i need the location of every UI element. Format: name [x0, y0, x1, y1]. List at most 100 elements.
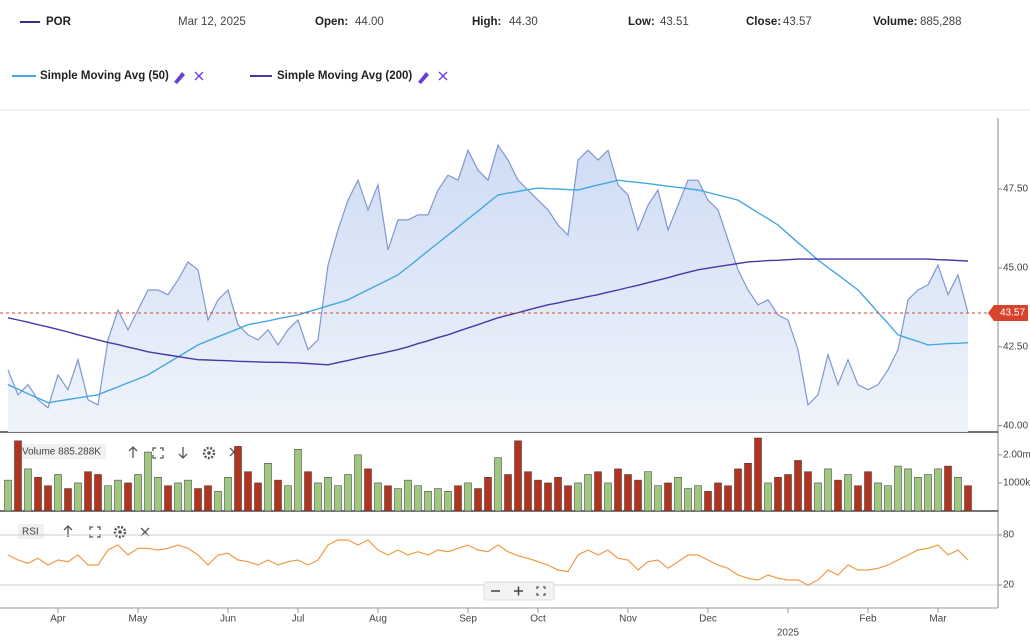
expand-icon[interactable] — [152, 447, 164, 459]
volume-bar — [294, 448, 302, 512]
volume-bar — [744, 463, 752, 512]
volume-bar — [864, 471, 872, 512]
volume-bar — [524, 471, 532, 512]
volume-bar — [384, 485, 392, 512]
volume-bar — [44, 485, 52, 512]
volume-bar — [104, 485, 112, 512]
volume-value: 885,288 — [920, 16, 962, 28]
volume-bar — [144, 451, 152, 512]
remove-icon[interactable] — [194, 71, 204, 81]
move-down-icon[interactable] — [178, 447, 188, 459]
settings-icon[interactable] — [113, 525, 127, 539]
volume-bar — [444, 491, 452, 512]
volume-bar — [854, 485, 862, 512]
y-tick-label: 80 — [1003, 530, 1015, 541]
x-tick-label: Aug — [369, 614, 387, 625]
volume-bar — [24, 468, 32, 512]
x-tick-label: Jun — [220, 614, 236, 625]
volume-bar — [364, 468, 372, 512]
volume-bar — [84, 471, 92, 512]
volume-bar — [694, 485, 702, 512]
volume-bar — [124, 482, 132, 512]
volume-bar — [204, 485, 212, 512]
y-tick-label: 2.00m — [1003, 449, 1030, 460]
settings-icon[interactable] — [202, 446, 216, 460]
volume-bar — [614, 468, 622, 512]
low-value: 43.51 — [660, 16, 689, 28]
volume-bar — [474, 488, 482, 512]
volume-bar — [344, 474, 352, 512]
high-label: High: — [472, 16, 501, 28]
volume-bar — [484, 477, 492, 512]
volume-bar — [34, 477, 42, 512]
x-tick-label: Dec — [699, 614, 717, 625]
plot: Apr May Jun Jul Aug Sep Oct Nov Dec 2025 Feb Mar 40.… — [0, 75, 1030, 639]
volume-bar — [774, 477, 782, 512]
volume-bar — [664, 482, 672, 512]
volume-bar — [514, 440, 522, 512]
volume-bar — [964, 485, 972, 512]
volume-bar — [434, 488, 442, 512]
edit-icon[interactable] — [174, 72, 185, 84]
zoom-in[interactable] — [514, 586, 523, 596]
volume-bar — [454, 485, 462, 512]
volume-bar — [654, 485, 662, 512]
volume-bar — [634, 479, 642, 512]
x-tick-label: Oct — [530, 614, 546, 625]
volume-bar — [414, 485, 422, 512]
volume-bar — [564, 485, 572, 512]
volume-bar — [464, 482, 472, 512]
volume-bar — [394, 488, 402, 512]
volume-bar — [704, 491, 712, 512]
volume-panel-label: Volume 885.288K — [22, 447, 101, 458]
high-value: 44.30 — [509, 16, 538, 28]
legend-label: Simple Moving Avg (50) — [40, 70, 169, 82]
volume-bar — [954, 477, 962, 512]
expand-icon[interactable] — [89, 526, 101, 538]
volume-bar — [324, 477, 332, 512]
volume-bar — [714, 482, 722, 512]
volume-bar — [224, 477, 232, 512]
volume-bar — [404, 479, 412, 512]
x-tick-label: Jul — [292, 614, 305, 625]
x-tick-label: Feb — [859, 614, 877, 625]
volume-bar — [74, 482, 82, 512]
remove-icon[interactable] — [438, 71, 448, 81]
legend-label: Simple Moving Avg (200) — [277, 70, 412, 82]
symbol: POR — [46, 16, 72, 28]
y-tick-label: 42.50 — [1003, 341, 1028, 352]
reset-zoom[interactable] — [536, 586, 546, 596]
volume-bar — [314, 482, 322, 512]
x-tick-label: Mar — [929, 614, 947, 625]
y-tick-label: 45.00 — [1003, 263, 1028, 274]
volume-bar — [374, 482, 382, 512]
series-line — [7, 179, 969, 404]
volume-bar — [154, 477, 162, 512]
volume-bar — [644, 471, 652, 512]
volume-bar — [684, 488, 692, 512]
volume-bar — [424, 491, 432, 512]
last-price-label: 43.57 — [1000, 308, 1025, 319]
volume-bar — [174, 482, 182, 512]
volume-bar — [114, 479, 122, 512]
volume-bar — [824, 468, 832, 512]
volume-bar — [54, 474, 62, 512]
x-tick-label: Sep — [459, 614, 477, 625]
volume-bar — [674, 477, 682, 512]
volume-bar — [944, 465, 952, 512]
y-tick-label: 47.50 — [1003, 184, 1028, 195]
move-up-icon[interactable] — [128, 446, 138, 458]
volume-bar — [844, 474, 852, 512]
volume-bar — [794, 460, 802, 512]
series-line — [7, 539, 969, 586]
x-tick-label: Nov — [619, 614, 637, 625]
volume-bar — [534, 479, 542, 512]
last-price-tag — [988, 305, 1028, 322]
volume-bar — [504, 474, 512, 512]
volume-bar — [64, 488, 72, 512]
open-value: 44.00 — [355, 16, 384, 28]
low-label: Low: — [628, 16, 655, 28]
edit-icon[interactable] — [418, 72, 429, 84]
volume-bar — [334, 485, 342, 512]
